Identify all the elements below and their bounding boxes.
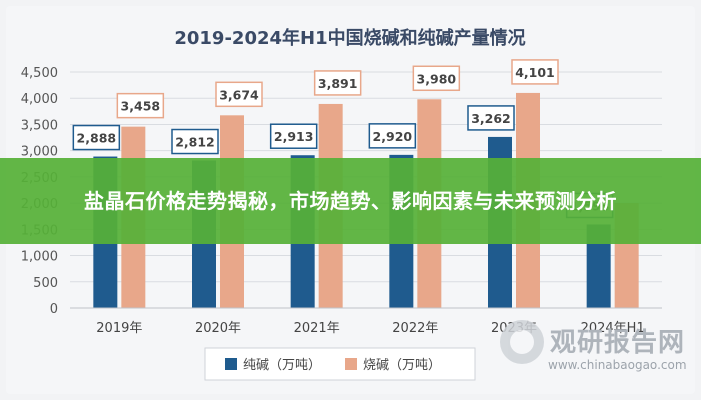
data-label: 2,812 (175, 135, 215, 150)
headline-banner[interactable]: 盐晶石价格走势揭秘，市场趋势、影响因素与未来预测分析 (0, 158, 701, 244)
legend-swatch (345, 358, 357, 370)
data-label-box (116, 92, 165, 119)
legend-label: 烧碱（万吨） (363, 358, 441, 373)
data-label: 3,458 (121, 99, 161, 114)
data-label-box (269, 123, 318, 149)
data-label: 3,891 (318, 76, 358, 91)
x-tick-label: 2024年H1 (581, 321, 645, 336)
headline-text[interactable]: 盐晶石价格走势揭秘，市场趋势、影响因素与未来预测分析 (84, 189, 617, 213)
y-tick-label: 500 (33, 276, 58, 291)
data-label: 2,888 (77, 131, 117, 146)
data-label: 3,674 (219, 87, 259, 102)
watermark: 观研报告网 www.chinabaogao.com (500, 318, 690, 378)
legend-swatch (225, 358, 237, 370)
data-label-box (412, 65, 461, 92)
data-label: 2,920 (373, 129, 413, 144)
y-tick-label: 4,500 (21, 66, 58, 81)
data-label: 3,262 (471, 111, 511, 126)
data-label-box (171, 128, 219, 155)
data-label-box (511, 59, 559, 85)
data-label-box (313, 70, 362, 96)
legend-box (204, 347, 476, 381)
chart-title: 2019-2024年H1中国烧碱和纯碱产量情况 (174, 27, 525, 49)
watermark-logo-icon (500, 320, 544, 364)
x-tick-label: 2020年 (195, 321, 241, 336)
data-label-box (467, 105, 515, 131)
x-tick-label: 2022年 (392, 321, 438, 336)
data-label: 4,101 (515, 65, 555, 80)
y-tick-label: 0 (50, 302, 58, 317)
watermark-name: 观研报告网 (550, 328, 686, 358)
x-tick-label: 2021年 (294, 321, 340, 336)
y-tick-label: 4,000 (21, 92, 58, 107)
legend-label: 纯碱（万吨） (243, 358, 321, 373)
data-label: 2,913 (274, 129, 314, 144)
x-tick-label: 2019年 (96, 321, 142, 336)
data-label-box (368, 123, 417, 149)
data-label-box (215, 81, 263, 108)
data-label: 3,980 (417, 71, 457, 86)
y-tick-label: 3,000 (21, 145, 58, 160)
data-label-box (72, 124, 121, 151)
y-tick-label: 1,000 (21, 250, 58, 265)
watermark-url: www.chinabaogao.com (548, 358, 687, 372)
y-tick-label: 3,500 (21, 118, 58, 133)
